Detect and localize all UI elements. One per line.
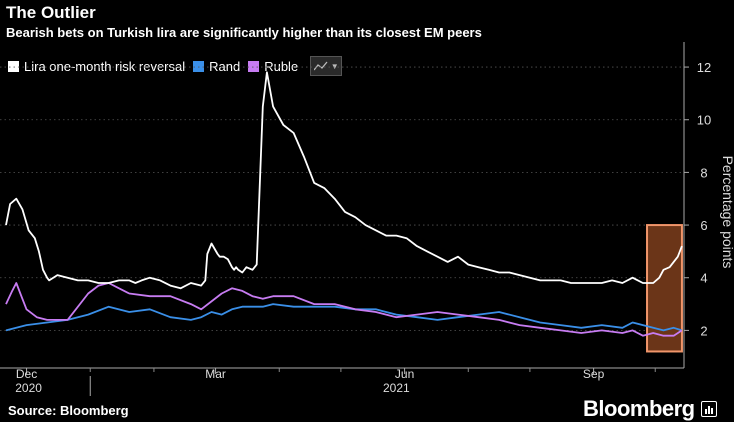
legend-item-lira[interactable]: Lira one-month risk reversal — [8, 59, 185, 74]
brand-logo: Bloomberg — [583, 396, 717, 422]
y-tick-label: 10 — [697, 113, 711, 128]
gridlines — [0, 66, 684, 331]
chevron-down-icon: ▼ — [330, 61, 339, 71]
series-line-ruble — [5, 282, 683, 337]
series-lines — [5, 71, 683, 337]
x-tick-label: Sep — [583, 367, 605, 381]
chart-type-button[interactable]: ▼ — [310, 56, 343, 76]
legend-item-ruble[interactable]: Ruble — [248, 59, 298, 74]
x-tick-label: Jun — [395, 367, 414, 381]
legend-label-rand: Rand — [209, 58, 241, 74]
legend: Lira one-month risk reversal Rand Ruble … — [8, 56, 343, 76]
legend-label-lira: Lira one-month risk reversal — [24, 58, 186, 74]
y-tick-label: 4 — [700, 271, 707, 286]
chart-title: The Outlier — [6, 3, 96, 22]
y-axis-label: Percentage points — [720, 156, 734, 269]
legend-swatch-lira — [8, 60, 19, 72]
x-tick-label: Mar — [205, 367, 226, 381]
y-tick-label: 12 — [697, 60, 711, 75]
y-tick-label: 8 — [700, 165, 707, 180]
bar-chart-icon[interactable] — [700, 401, 717, 417]
series-line-lira — [5, 71, 683, 290]
legend-swatch-ruble — [248, 60, 260, 72]
legend-swatch-rand — [193, 60, 205, 72]
x-tick-label: Dec — [16, 367, 37, 381]
source-note: Source: Bloomberg — [8, 403, 129, 418]
x-year-label: 2020 — [15, 381, 42, 395]
chart-subtitle: Bearish bets on Turkish lira are signifi… — [6, 25, 482, 40]
y-tick-label: 6 — [700, 218, 707, 233]
line-chart-icon — [313, 61, 328, 71]
brand-name: Bloomberg — [583, 396, 695, 421]
y-tick-label: 2 — [700, 323, 707, 338]
series-line-rand — [5, 303, 683, 332]
legend-item-rand[interactable]: Rand — [193, 59, 240, 74]
legend-label-ruble: Ruble — [264, 58, 299, 74]
x-axis: Dec Mar Jun Sep 2020 2021 — [0, 367, 684, 396]
y-axis: 2 4 6 8 10 12 Percentage points — [683, 42, 734, 368]
x-year-label: 2021 — [383, 381, 410, 395]
